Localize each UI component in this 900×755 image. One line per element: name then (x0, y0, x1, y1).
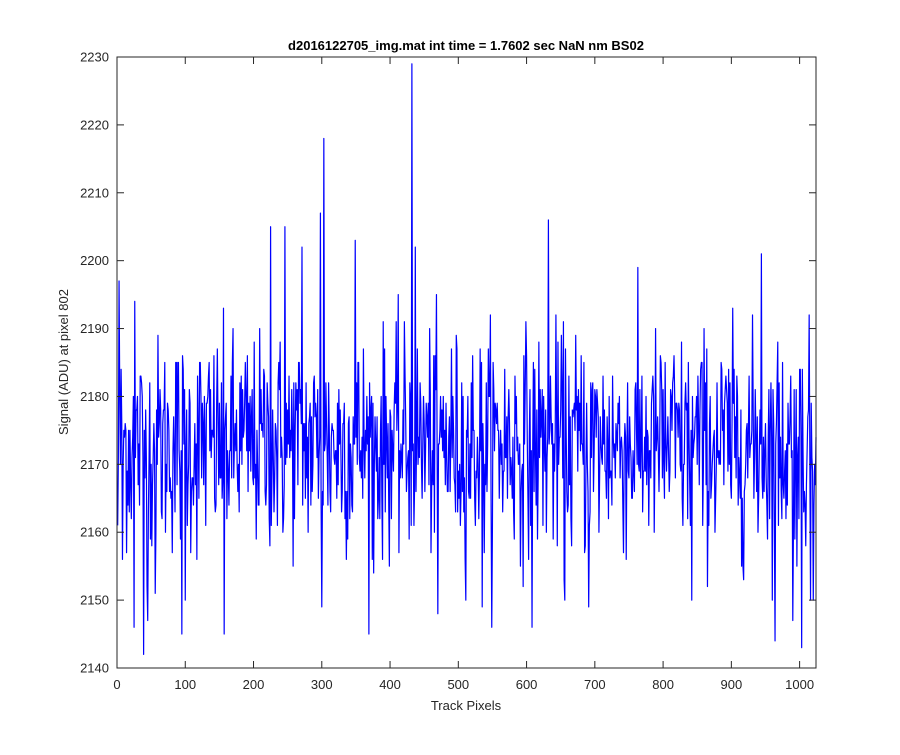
y-tick-label: 2200 (80, 253, 109, 268)
x-tick-label: 200 (243, 677, 265, 692)
y-axis-label: Signal (ADU) at pixel 802 (56, 289, 71, 435)
x-axis-label: Track Pixels (431, 698, 502, 713)
y-tick-label: 2160 (80, 525, 109, 540)
y-tick-label: 2180 (80, 389, 109, 404)
y-tick-label: 2210 (80, 185, 109, 200)
x-tick-label: 600 (516, 677, 538, 692)
x-tick-label: 1000 (785, 677, 814, 692)
x-tick-label: 800 (652, 677, 674, 692)
chart-title: d2016122705_img.mat int time = 1.7602 se… (288, 38, 644, 53)
x-tick-label: 900 (721, 677, 743, 692)
x-tick-label: 500 (447, 677, 469, 692)
x-tick-label: 300 (311, 677, 333, 692)
x-axis: 0 100 200 300 400 500 600 700 800 900 1000 (113, 57, 814, 692)
x-tick-label: 100 (174, 677, 196, 692)
y-tick-label: 2170 (80, 457, 109, 472)
y-tick-label: 2150 (80, 593, 109, 608)
x-tick-label: 700 (584, 677, 606, 692)
y-axis: 2140 2150 2160 2170 2180 2190 2200 2210 2220 2230 (80, 50, 816, 676)
y-tick-label: 2220 (80, 117, 109, 132)
series-layer (117, 63, 817, 656)
y-tick-label: 2230 (80, 50, 109, 65)
y-tick-label: 2190 (80, 321, 109, 336)
y-tick-label: 2140 (80, 661, 109, 676)
x-tick-label: 0 (113, 677, 120, 692)
plot-box (116, 56, 817, 669)
series-line (117, 63, 817, 656)
x-tick-label: 400 (379, 677, 401, 692)
